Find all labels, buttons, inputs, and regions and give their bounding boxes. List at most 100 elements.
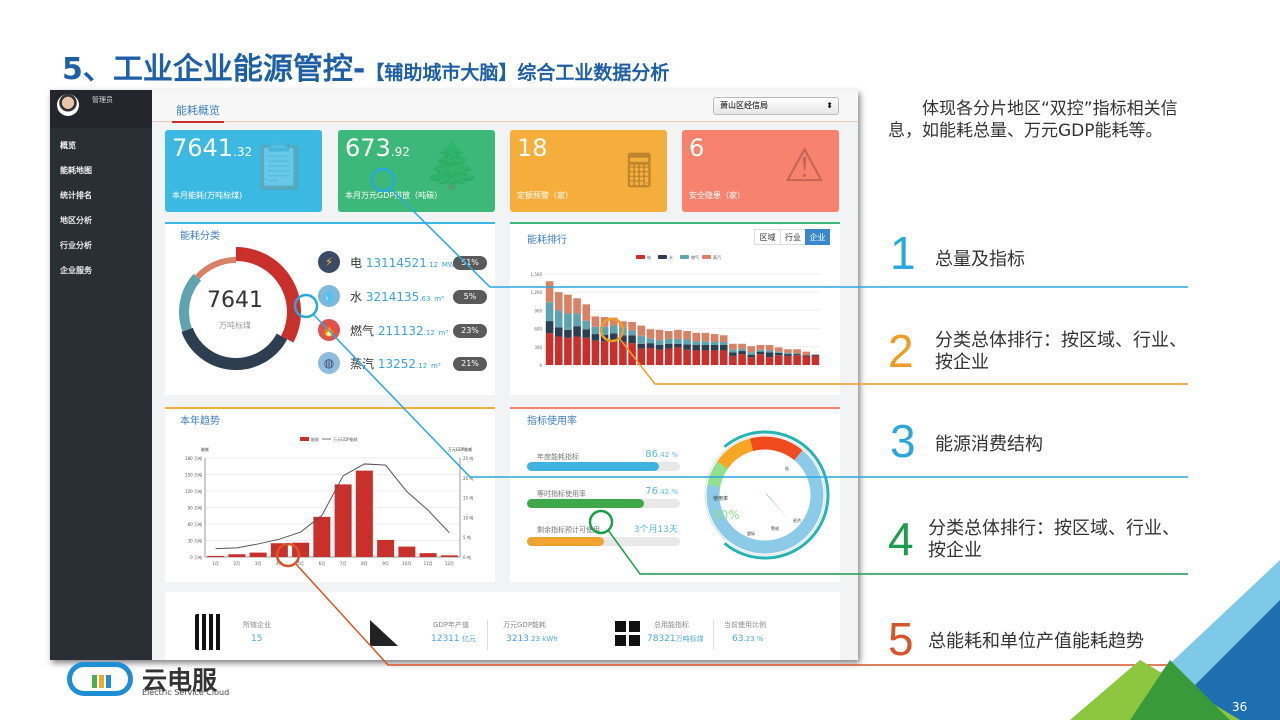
divider [487, 620, 488, 650]
steam-icon: ◍ [318, 352, 340, 374]
ranking-bar-segment [573, 336, 581, 365]
gauge-zone-label: 警戒 [771, 525, 779, 531]
energy-name: 燃气 [350, 324, 375, 338]
gauge-zone-label: 超标 [747, 530, 755, 536]
trend-bar [440, 555, 458, 557]
card-monthly-energy[interactable]: 7641.32 📋 本月能耗(万吨标煤) [165, 130, 322, 212]
ranking-bar-segment [793, 355, 801, 365]
gauge-zone-label: 低 [785, 465, 789, 471]
y2-tick-label: 10 吨 [463, 514, 473, 520]
ranking-bar-segment [564, 294, 572, 314]
donut-segment [195, 257, 237, 280]
ranking-btn-industry[interactable]: 行业 [780, 229, 806, 245]
ranking-bar-segment [729, 343, 737, 350]
x-tick-label: 3月 [255, 561, 262, 566]
ranking-bar-segment [774, 355, 783, 365]
y2-tick-label: 25 吨 [463, 455, 473, 461]
ranking-bar-segment [793, 349, 801, 354]
ranking-bar-segment [637, 335, 646, 344]
usage-bar-label: 年度能耗指标 [537, 453, 579, 461]
card-safety-hazard[interactable]: 6 ⚠ 安全隐患（家） [682, 130, 839, 212]
trend-bar [398, 546, 416, 557]
tab-energy-overview[interactable]: 能耗概览 [172, 102, 224, 123]
ranking-bar-segment [692, 350, 701, 365]
card-quota-warning[interactable]: 18 🖩 定额预警（家） [510, 130, 667, 212]
ranking-bar-segment [628, 335, 636, 344]
gauge-zone-label: 经济 [793, 517, 801, 523]
ranking-bar-segment [609, 341, 618, 365]
trend-bar [313, 516, 331, 557]
ranking-bar-segment [664, 338, 673, 344]
y-tick-label: 900 [534, 308, 542, 313]
annotation-number-5: 5 [888, 613, 914, 665]
ranking-bar-segment [765, 352, 774, 358]
logo-tagline: Electric Service Cloud [142, 688, 230, 697]
gauge-needle [765, 492, 791, 522]
y2-axis-label: 万元GDP能耗 [448, 446, 473, 452]
energy-unit: MWh [441, 261, 460, 269]
ranking-bar-segment [692, 332, 701, 342]
ranking-bar-segment [573, 313, 581, 327]
ranking-bar-segment [664, 348, 673, 365]
progress-fill [527, 537, 604, 546]
sidebar-item-enterprise[interactable]: 企业服务 [60, 266, 92, 275]
ranking-bar-segment [793, 353, 801, 355]
y-tick-label: 60 万吨 [188, 521, 202, 527]
ranking-bar-segment [719, 335, 728, 342]
ranking-bar-segment [646, 343, 655, 349]
ranking-bar-segment [674, 343, 682, 348]
annotation-text-1: 总量及指标 [935, 249, 1025, 270]
callout-circle-2 [599, 317, 625, 343]
stat-value: 63 [732, 634, 744, 644]
energy-pct: 23% [453, 324, 487, 338]
ranking-bar-segment [545, 333, 554, 365]
sidebar-item-ranking[interactable]: 统计排名 [60, 191, 92, 200]
stat-unit: .23 % [743, 635, 764, 643]
card-value: 18 [517, 134, 548, 162]
energy-pct: 21% [453, 357, 487, 371]
region-select[interactable]: 萧山区经信局 ⬍ [713, 97, 839, 115]
sidebar-item-industry[interactable]: 行业分析 [60, 241, 92, 250]
trend-bar [355, 470, 373, 557]
energy-category-title: 能耗分类 [180, 231, 220, 242]
ranking-bar-segment [802, 355, 811, 357]
ranking-bar-segment [591, 334, 600, 341]
ranking-bar-segment [554, 310, 563, 328]
energy-row-water: 💧 水 3214135.63 m³ 5% [318, 285, 493, 307]
avatar[interactable] [57, 94, 79, 116]
ranking-bar-segment [793, 354, 801, 356]
ranking-bar-segment [609, 317, 618, 326]
sidebar-item-energy-map[interactable]: 能耗地图 [60, 166, 92, 175]
usage-bar-value: 86 [645, 449, 658, 460]
y-tick-label: 600 [534, 327, 542, 332]
legend-label: 水 [669, 254, 673, 260]
ranking-bar-segment [729, 352, 737, 356]
ranking-bar-segment [765, 344, 774, 351]
annotation-text-4: 分类总体排行：按区域、行业、按企业 [928, 518, 1180, 561]
callout-line-3 [312, 313, 1188, 478]
ranking-bar-segment [619, 341, 627, 365]
callout-circle-4 [588, 509, 614, 535]
sidebar-item-overview[interactable]: 概览 [60, 141, 76, 150]
ranking-bar-segment [655, 349, 664, 365]
ranking-bar-segment [582, 304, 591, 321]
ranking-bar-segment [701, 332, 710, 342]
ranking-bar-segment [710, 350, 719, 365]
ranking-bar-segment [609, 333, 618, 342]
card-value: 6 [689, 134, 705, 162]
ranking-bar-segment [802, 351, 811, 356]
divider [713, 620, 714, 650]
title-main: 5、工业企业能源管控- [62, 52, 366, 87]
sidebar-item-region[interactable]: 地区分析 [60, 216, 92, 225]
energy-unit: m³ [431, 362, 441, 370]
stat-label: 万元GDP能耗 [503, 621, 547, 629]
annotation-text-2: 分类总体排行：按区域、行业、按企业 [935, 330, 1187, 373]
card-gdp-emission[interactable]: 673.92 🌲 本月万元GDP排放（吨碳） [338, 130, 495, 212]
x-tick-label: 8月 [361, 561, 368, 566]
callout-line-4 [607, 529, 1188, 575]
ranking-btn-enterprise[interactable]: 企业 [805, 229, 830, 245]
gauge-outer-ring [723, 430, 830, 560]
clipboard-icon: 📋 [250, 138, 308, 192]
legend-swatch [636, 255, 645, 259]
gauge-label: 使用率 [713, 495, 728, 502]
